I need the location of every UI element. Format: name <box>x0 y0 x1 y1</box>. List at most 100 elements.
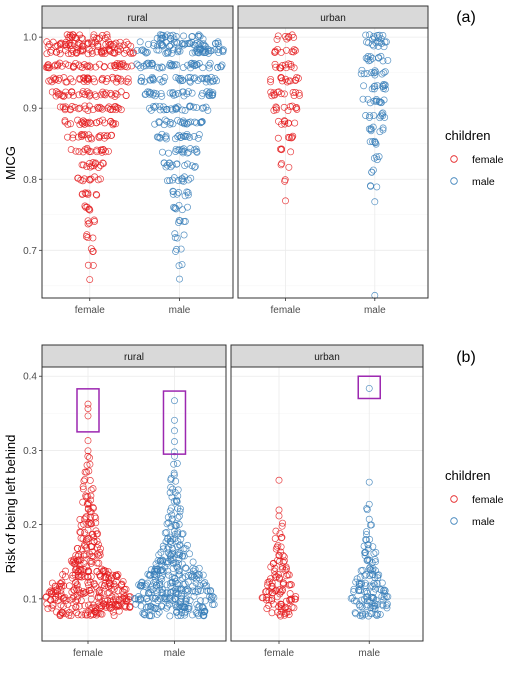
data-point <box>199 74 207 82</box>
data-point <box>48 588 56 596</box>
data-point <box>109 608 117 616</box>
data-point <box>69 78 77 86</box>
data-point <box>112 103 120 111</box>
data-point <box>372 549 380 556</box>
data-point <box>181 596 189 604</box>
data-point <box>184 586 192 594</box>
data-point <box>363 601 371 609</box>
data-point <box>381 587 389 595</box>
data-point <box>82 493 90 501</box>
data-point <box>112 571 120 579</box>
data-point <box>379 602 387 610</box>
panel-label: (b) <box>456 349 476 366</box>
legend-label: female <box>472 494 504 506</box>
data-point <box>138 74 146 82</box>
data-point <box>60 93 67 100</box>
data-point <box>62 573 69 581</box>
data-point <box>190 592 198 600</box>
data-point <box>206 592 214 600</box>
data-point <box>292 104 300 112</box>
data-point <box>165 149 173 157</box>
data-point <box>173 234 181 242</box>
data-point <box>158 560 166 568</box>
data-point <box>103 75 111 83</box>
data-point <box>170 62 178 70</box>
data-point <box>138 579 146 587</box>
data-point <box>141 611 149 619</box>
legend-title: children <box>445 468 491 483</box>
data-point <box>136 594 144 602</box>
data-point <box>356 602 364 610</box>
data-point <box>83 538 91 546</box>
data-point <box>200 608 208 616</box>
data-point <box>199 64 207 72</box>
data-point <box>163 581 171 589</box>
data-point <box>78 64 86 71</box>
data-point <box>170 460 178 468</box>
data-point <box>365 125 373 133</box>
data-point <box>274 32 282 40</box>
data-point <box>275 506 283 514</box>
data-point <box>165 519 173 527</box>
data-point <box>282 597 290 605</box>
data-point <box>67 50 75 58</box>
data-point <box>361 579 369 587</box>
data-point <box>277 600 284 608</box>
data-point <box>201 579 209 587</box>
data-point <box>141 91 149 99</box>
data-point <box>81 118 89 126</box>
data-point <box>381 113 389 121</box>
data-point <box>189 567 197 575</box>
data-point <box>151 567 159 575</box>
data-point <box>122 91 130 99</box>
data-point <box>100 132 108 140</box>
data-point <box>122 38 130 46</box>
data-point <box>64 133 71 141</box>
data-point <box>285 610 293 618</box>
data-point <box>63 31 71 39</box>
data-point <box>144 597 152 605</box>
data-point <box>369 602 377 610</box>
data-point <box>84 437 92 445</box>
data-point <box>370 550 378 558</box>
data-point <box>153 133 161 141</box>
data-point <box>187 174 195 182</box>
data-point <box>80 515 88 523</box>
data-point <box>169 545 176 552</box>
data-point <box>130 49 137 57</box>
data-point <box>160 159 168 167</box>
data-point <box>86 454 93 462</box>
data-point <box>57 590 65 598</box>
data-point <box>97 603 105 611</box>
data-point <box>158 602 166 610</box>
data-point <box>166 489 174 497</box>
data-point <box>102 148 109 156</box>
data-point <box>170 469 178 477</box>
data-point <box>101 91 109 99</box>
data-point <box>85 587 93 595</box>
data-point <box>379 82 387 90</box>
data-point <box>67 612 75 619</box>
data-point <box>189 572 197 580</box>
data-point <box>370 83 378 91</box>
data-point <box>45 588 53 596</box>
data-point <box>291 595 299 603</box>
data-point <box>166 555 174 563</box>
data-point <box>379 57 387 65</box>
data-point <box>152 102 160 110</box>
data-point <box>378 110 386 118</box>
data-point <box>96 34 104 42</box>
data-point <box>276 64 284 72</box>
data-point <box>176 505 184 513</box>
data-point <box>147 566 155 574</box>
data-point <box>166 612 174 620</box>
data-point <box>269 560 277 568</box>
data-point <box>86 276 94 283</box>
data-point <box>172 148 179 155</box>
data-point <box>78 161 86 169</box>
data-point <box>174 564 182 571</box>
panel-background <box>42 28 233 298</box>
data-point <box>278 146 285 154</box>
data-point <box>172 559 180 567</box>
data-point <box>103 33 111 41</box>
